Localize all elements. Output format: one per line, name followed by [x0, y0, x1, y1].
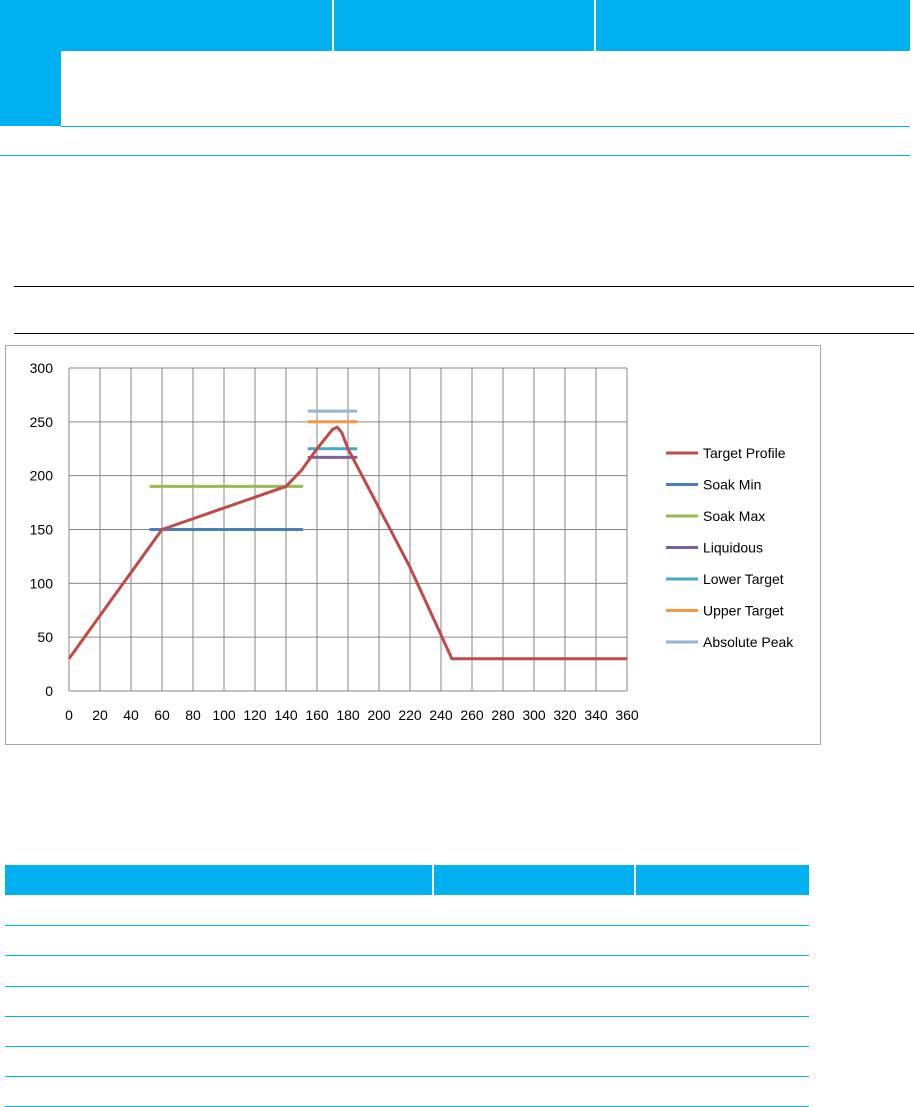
section-divider	[14, 333, 914, 334]
table-row-divider	[5, 955, 809, 956]
y-tick-label: 50	[37, 629, 53, 645]
table-column-divider	[634, 865, 636, 895]
table-header-left-block	[0, 0, 61, 126]
bottom-table-header	[5, 865, 809, 895]
y-tick-label: 150	[30, 522, 54, 538]
y-tick-label: 300	[30, 360, 54, 376]
x-tick-label: 140	[274, 707, 298, 723]
legend-label-absolute-peak: Absolute Peak	[703, 634, 794, 650]
y-tick-label: 200	[30, 468, 54, 484]
table-row-divider	[5, 925, 809, 926]
chart-canvas: 0 20 40 60 80 100 120 140 160 180 200 220 240 260 280 3…	[30, 360, 795, 723]
table-column-divider	[332, 0, 334, 51]
x-tick-label: 160	[305, 707, 329, 723]
table-column-divider	[594, 0, 596, 51]
table-row-divider	[5, 986, 809, 987]
x-tick-label: 60	[154, 707, 170, 723]
x-tick-label: 340	[584, 707, 608, 723]
x-tick-label: 320	[553, 707, 577, 723]
x-tick-label: 200	[367, 707, 391, 723]
x-tick-label: 0	[65, 707, 73, 723]
table-header-row	[61, 0, 910, 51]
x-tick-label: 300	[522, 707, 546, 723]
legend-label-upper-target: Upper Target	[703, 603, 784, 619]
x-tick-label: 280	[491, 707, 515, 723]
table-bottom-border	[0, 155, 910, 156]
table-row-divider	[61, 126, 910, 127]
table-column-divider	[432, 865, 434, 895]
x-tick-label: 220	[398, 707, 422, 723]
x-tick-label: 100	[212, 707, 236, 723]
legend-label-soak-min: Soak Min	[703, 477, 761, 493]
x-tick-label: 80	[185, 707, 201, 723]
x-tick-label: 240	[429, 707, 453, 723]
legend-label-soak-max: Soak Max	[703, 508, 765, 524]
x-tick-label: 120	[243, 707, 267, 723]
y-tick-label: 0	[45, 683, 53, 699]
x-tick-label: 360	[615, 707, 639, 723]
table-row-divider	[5, 1076, 809, 1077]
section-divider	[14, 286, 914, 287]
x-tick-label: 180	[336, 707, 360, 723]
y-tick-label: 250	[30, 414, 54, 430]
x-tick-label: 260	[460, 707, 484, 723]
legend-label-lower-target: Lower Target	[703, 571, 784, 587]
reflow-profile-chart: 0 20 40 60 80 100 120 140 160 180 200 220 240 260 280 3…	[5, 345, 821, 745]
y-tick-label: 100	[30, 575, 54, 591]
legend-label-target-profile: Target Profile	[703, 445, 786, 461]
table-row-divider	[5, 1016, 809, 1017]
x-tick-label: 40	[123, 707, 139, 723]
series-line-target-profile	[67, 425, 627, 661]
table-row-divider	[5, 1046, 809, 1047]
x-tick-label: 20	[92, 707, 108, 723]
legend-label-liquidous: Liquidous	[703, 540, 763, 556]
